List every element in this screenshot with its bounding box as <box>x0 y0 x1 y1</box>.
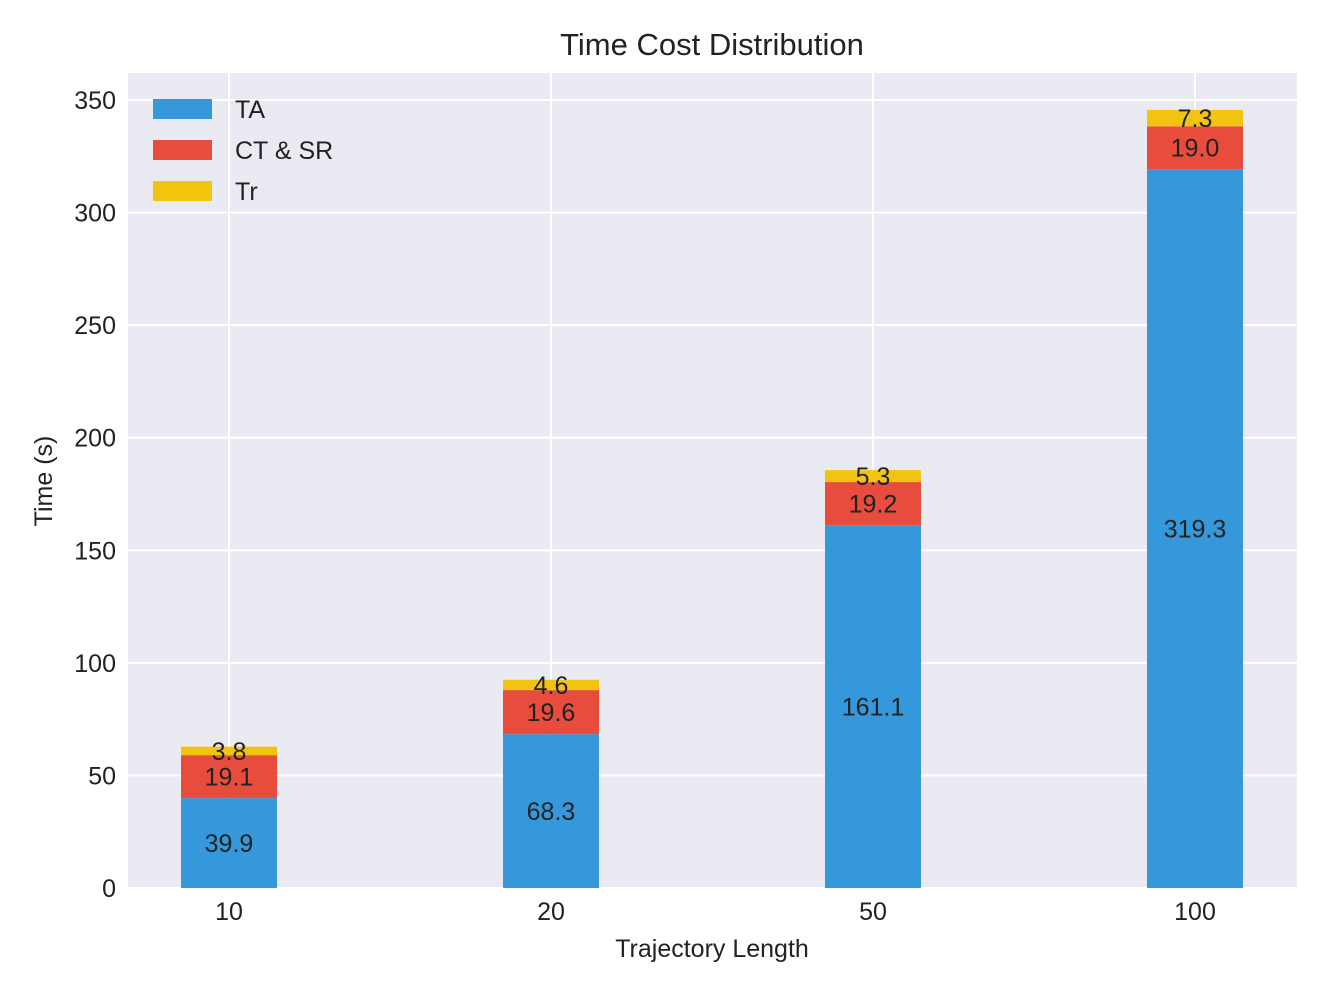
bar-tr-50 <box>825 470 921 483</box>
y-tick-label: 50 <box>88 762 116 790</box>
data-label: 19.0 <box>1171 135 1220 163</box>
data-label: 68.3 <box>527 798 576 826</box>
x-axis-label: Trajectory Length <box>615 935 809 963</box>
y-tick-label: 150 <box>74 537 116 565</box>
bar-ct-sr-10 <box>181 755 277 799</box>
y-tick-label: 0 <box>102 875 116 903</box>
bar-ta-100 <box>1147 169 1243 888</box>
legend-label: CT & SR <box>235 137 333 165</box>
data-label: 4.6 <box>534 672 569 700</box>
data-label: 161.1 <box>842 694 905 722</box>
data-label: 7.3 <box>1178 105 1213 133</box>
x-tick-label: 10 <box>215 898 243 926</box>
bar-ct-sr-100 <box>1147 126 1243 170</box>
legend-label: Tr <box>235 178 258 206</box>
bar-ta-10 <box>181 798 277 888</box>
legend-swatch <box>153 140 212 160</box>
legend-label: TA <box>235 96 265 124</box>
y-tick-label: 250 <box>74 312 116 340</box>
legend-swatch <box>153 99 212 119</box>
y-tick-label: 200 <box>74 425 116 453</box>
x-tick-label: 100 <box>1174 898 1216 926</box>
data-label: 19.2 <box>849 491 898 519</box>
data-label: 39.9 <box>205 830 254 858</box>
plot-area <box>128 73 1297 888</box>
bar-tr-20 <box>503 679 599 691</box>
chart-title: Time Cost Distribution <box>560 27 864 62</box>
y-tick-label: 100 <box>74 650 116 678</box>
legend-swatch <box>153 181 212 201</box>
data-label: 5.3 <box>856 463 891 491</box>
bar-tr-10 <box>181 746 277 756</box>
x-tick-label: 20 <box>537 898 565 926</box>
bar-ct-sr-20 <box>503 690 599 735</box>
data-label: 3.8 <box>212 738 247 766</box>
bar-ta-20 <box>503 734 599 888</box>
y-tick-label: 350 <box>74 87 116 115</box>
bar-ct-sr-50 <box>825 482 921 526</box>
data-label: 19.1 <box>205 764 254 792</box>
y-axis-label: Time (s) <box>30 436 58 527</box>
legend: TA CT & SR Tr <box>153 96 333 206</box>
data-label: 319.3 <box>1164 516 1227 544</box>
bar-tr-100 <box>1147 109 1243 127</box>
bar-ta-50 <box>825 525 921 888</box>
data-label: 19.6 <box>527 699 576 727</box>
x-tick-label: 50 <box>859 898 887 926</box>
y-tick-label: 300 <box>74 200 116 228</box>
